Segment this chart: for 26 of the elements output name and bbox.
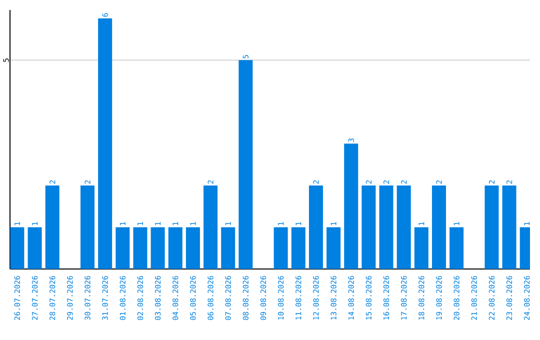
bar [291, 227, 306, 269]
bar [396, 185, 411, 269]
bar [133, 227, 148, 269]
bar [274, 227, 288, 269]
bar [204, 185, 218, 269]
bar [10, 227, 24, 269]
bar [168, 227, 182, 269]
bar [484, 185, 499, 269]
bar [502, 185, 516, 269]
bar [362, 185, 376, 269]
bar [238, 60, 253, 269]
bar [80, 185, 95, 269]
bar [45, 185, 60, 269]
bar [432, 185, 446, 269]
bar [28, 227, 42, 269]
bar [308, 185, 323, 269]
bar [326, 227, 341, 269]
bar [344, 144, 358, 269]
bar [450, 227, 464, 269]
bar [414, 227, 428, 269]
bar [221, 227, 236, 269]
bar [98, 18, 112, 269]
bar [150, 227, 165, 269]
bar [116, 227, 130, 269]
bar [186, 227, 200, 269]
bar [379, 185, 394, 269]
